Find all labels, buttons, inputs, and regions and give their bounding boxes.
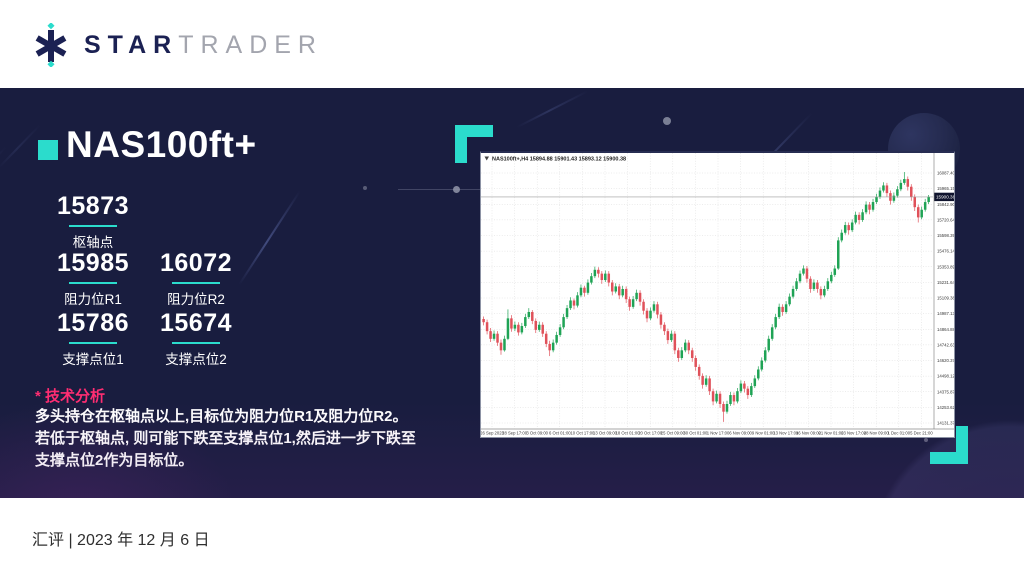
stat-value: 16072 [159,249,233,277]
svg-text:10 Oct 17:00: 10 Oct 17:00 [570,431,595,436]
svg-text:15476.14: 15476.14 [937,249,954,254]
decorative-streak [0,146,7,206]
svg-text:15965.15: 15965.15 [937,186,954,191]
decorative-dot [663,117,671,125]
stat-underline [69,282,117,284]
svg-text:28 Nov 09:00: 28 Nov 09:00 [864,431,890,436]
svg-text:6 Oct 01:00: 6 Oct 01:00 [549,431,571,436]
chart-window: 16087.40 15965.15 15842.90 15720.64 15598.39… [480,151,955,438]
svg-text:14253.62: 14253.62 [937,405,954,410]
svg-text:14742.63: 14742.63 [937,343,954,348]
svg-text:18 Oct 01:00: 18 Oct 01:00 [616,431,641,436]
title-bullet-square [38,140,58,160]
stat-underline [69,225,117,227]
teal-corner-bracket-top-left [455,125,493,163]
stat-label: 支撑点位2 [165,352,227,367]
svg-text:15900.38: 15900.38 [936,195,954,200]
stat-value: 15873 [56,192,130,220]
stat-underline [69,342,117,344]
teal-corner-bracket-bottom-right [930,426,968,464]
footer-bar: 汇评 | 2023 年 12 月 6 日 [0,498,1024,576]
svg-text:14375.87: 14375.87 [937,389,954,394]
purple-glow-decoration [0,388,250,498]
svg-text:5 Dec 21:00: 5 Dec 21:00 [910,431,933,436]
svg-text:25 Oct 09:00: 25 Oct 09:00 [661,431,686,436]
svg-text:13 Oct 09:00: 13 Oct 09:00 [593,431,618,436]
analysis-title: * 技术分析 [35,388,106,405]
logo-text-trader: TRADER [178,31,323,59]
decorative-streak [516,90,589,129]
stat-label: 阻力位R1 [64,292,122,307]
svg-text:26 Sep 2023: 26 Sep 2023 [481,431,505,436]
header-bar: STARTRADER [0,0,1024,88]
svg-text:21 Nov 01:00: 21 Nov 01:00 [819,431,845,436]
stat-underline [172,282,220,284]
svg-text:15598.39: 15598.39 [937,233,954,238]
main-section: NAS100ft+ 15873 枢轴点 15985 阻力位R1 16072 阻力… [0,88,1024,498]
logo-text-star: STAR [84,31,179,59]
svg-text:9 Nov 01:00: 9 Nov 01:00 [752,431,775,436]
stat-pivot: 15873 枢轴点 [28,192,158,251]
svg-text:6 Nov 09:00: 6 Nov 09:00 [729,431,752,436]
svg-text:NAS100ft+,H4 15894.88 15901.4: NAS100ft+,H4 15894.88 15901.43 15893.12 … [492,157,626,163]
stat-value: 15985 [56,249,130,277]
svg-text:15109.38: 15109.38 [937,296,954,301]
decorative-dot [453,186,460,193]
stat-resistance-1: 15985 阻力位R1 [28,249,158,308]
analysis-line: 支撑点位2作为目标位。 [35,452,194,469]
stat-resistance-2: 16072 阻力位R2 [131,249,261,308]
stat-underline [172,342,220,344]
stat-support-2: 15674 支撑点位2 [131,309,261,368]
svg-text:30 Oct 01:00: 30 Oct 01:00 [683,431,708,436]
svg-text:20 Oct 17:00: 20 Oct 17:00 [638,431,663,436]
svg-text:1 Nov 17:00: 1 Nov 17:00 [707,431,730,436]
svg-text:14498.12: 14498.12 [937,374,954,379]
analysis-line: 若低于枢轴点, 则可能下跌至支撑点位1,然后进一步下跌至 [35,430,416,447]
stat-label: 枢轴点 [72,235,114,250]
stat-label: 阻力位R2 [167,292,225,307]
decorative-dot [924,438,928,442]
decorative-line [398,189,480,190]
svg-text:14987.13: 14987.13 [937,311,954,316]
star-logo-icon [30,23,72,67]
stat-support-1: 15786 支撑点位1 [28,309,158,368]
startrader-logo: STARTRADER [30,23,323,67]
svg-text:13 Nov 17:00: 13 Nov 17:00 [773,431,799,436]
stat-value: 15674 [159,309,233,337]
svg-text:14620.37: 14620.37 [937,358,954,363]
analysis-line: 多头持仓在枢轴点以上,目标位为阻力位R1及阻力位R2。 [35,408,408,425]
svg-text:15842.90: 15842.90 [937,202,954,207]
svg-text:3 Oct 09:00: 3 Oct 09:00 [526,431,548,436]
svg-text:14131.37: 14131.37 [937,421,954,426]
svg-text:15720.64: 15720.64 [937,218,954,223]
svg-text:14864.88: 14864.88 [937,327,954,332]
decorative-dot [363,186,367,190]
footer-date-text: 汇评 | 2023 年 12 月 6 日 [32,532,210,549]
svg-text:28 Sep 17:00: 28 Sep 17:00 [502,431,528,436]
svg-text:15231.64: 15231.64 [937,280,954,285]
svg-text:23 Nov 17:00: 23 Nov 17:00 [841,431,867,436]
analysis-paragraph: 多头持仓在枢轴点以上,目标位为阻力位R1及阻力位R2。 若低于枢轴点, 则可能下… [35,406,465,472]
svg-text:15353.89: 15353.89 [937,264,954,269]
page-title: NAS100ft+ [66,124,257,165]
mt4-candlestick-chart: 16087.40 15965.15 15842.90 15720.64 15598.39… [481,153,954,436]
svg-text:1 Dec 01:00: 1 Dec 01:00 [888,431,911,436]
stat-label: 支撑点位1 [62,352,124,367]
svg-text:16087.40: 16087.40 [937,171,954,176]
logo-text: STARTRADER [84,24,323,66]
stat-value: 15786 [56,309,130,337]
svg-text:16 Nov 09:00: 16 Nov 09:00 [796,431,822,436]
